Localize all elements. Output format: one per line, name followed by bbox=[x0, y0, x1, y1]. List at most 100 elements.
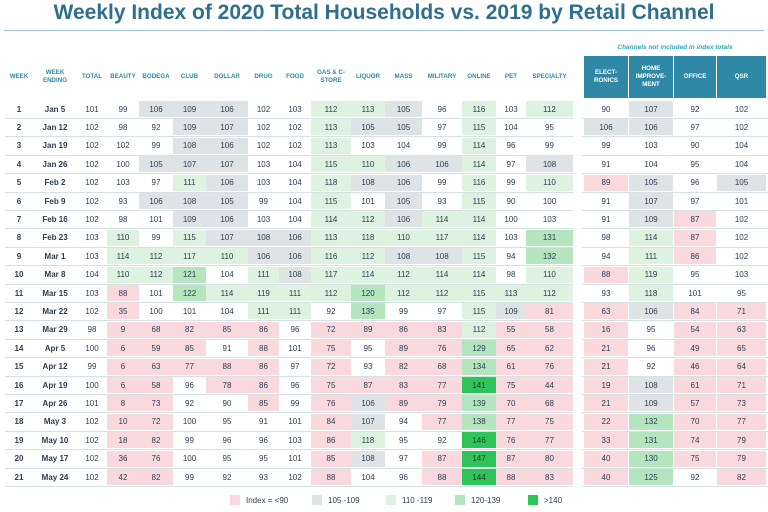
week-number: 5 bbox=[16, 178, 22, 188]
row-divider bbox=[582, 191, 768, 193]
index-cell: 61 bbox=[496, 358, 526, 375]
index-cell: 87 bbox=[422, 450, 462, 467]
index-cell: 65 bbox=[496, 340, 526, 357]
excluded-index-cell: 16 bbox=[584, 321, 628, 338]
index-cell: 115 bbox=[173, 229, 206, 246]
index-cell: 93 bbox=[118, 196, 128, 206]
index-cell: 98 bbox=[118, 214, 128, 224]
index-cell: 72 bbox=[139, 413, 173, 430]
index-cell: 102 bbox=[85, 214, 99, 224]
index-cell: 81 bbox=[526, 303, 573, 320]
index-cell: 106 bbox=[139, 193, 173, 209]
week-number: 19 bbox=[14, 435, 24, 445]
excluded-index-cell: 21 bbox=[584, 358, 628, 375]
row-divider bbox=[582, 338, 768, 340]
index-cell: 106 bbox=[139, 101, 173, 117]
excluded-index-cell: 118 bbox=[629, 285, 673, 301]
row-divider bbox=[5, 154, 573, 156]
excluded-index-cell: 106 bbox=[629, 303, 673, 320]
index-cell: 119 bbox=[248, 285, 279, 301]
excluded-index-cell: 99 bbox=[601, 141, 611, 151]
week-ending-date: Apr 19 bbox=[42, 380, 68, 390]
excluded-index-cell: 75 bbox=[674, 450, 716, 467]
excluded-index-cell: 130 bbox=[629, 450, 673, 467]
index-cell: 114 bbox=[351, 266, 385, 283]
excluded-index-cell: 79 bbox=[717, 450, 766, 467]
index-cell: 103 bbox=[361, 141, 375, 151]
index-cell: 95 bbox=[222, 417, 232, 427]
index-cell: 72 bbox=[311, 321, 351, 338]
index-cell: 106 bbox=[279, 229, 311, 246]
index-cell: 101 bbox=[182, 306, 197, 316]
excluded-index-cell: 92 bbox=[690, 472, 700, 482]
index-cell: 96 bbox=[259, 435, 268, 445]
index-cell: 117 bbox=[311, 266, 351, 283]
index-cell: 84 bbox=[311, 413, 351, 430]
index-cell: 106 bbox=[385, 174, 422, 191]
index-cell: 96 bbox=[290, 380, 300, 390]
index-cell: 88 bbox=[496, 469, 526, 485]
excluded-index-cell: 77 bbox=[717, 413, 766, 430]
excluded-index-cell: 90 bbox=[690, 141, 700, 151]
week-number: 20 bbox=[14, 454, 24, 464]
week-ending-date: Feb 9 bbox=[44, 196, 66, 206]
index-cell: 100 bbox=[182, 454, 197, 464]
excluded-index-cell: 91 bbox=[601, 214, 611, 224]
row-divider bbox=[582, 357, 768, 359]
index-cell: 114 bbox=[422, 266, 462, 283]
index-cell: 102 bbox=[85, 141, 99, 151]
week-ending-date: May 17 bbox=[41, 454, 69, 464]
index-cell: 108 bbox=[351, 450, 385, 467]
row-divider bbox=[5, 173, 573, 175]
row-divider bbox=[5, 375, 573, 377]
index-cell: 95 bbox=[259, 454, 268, 464]
index-cell: 118 bbox=[311, 174, 351, 191]
index-cell: 105 bbox=[385, 101, 422, 117]
excluded-index-cell: 90 bbox=[601, 104, 611, 114]
page-title: Weekly Index of 2020 Total Households vs… bbox=[53, 1, 715, 24]
index-cell: 144 bbox=[462, 469, 496, 485]
index-cell: 102 bbox=[85, 159, 99, 169]
index-cell: 77 bbox=[173, 358, 206, 375]
row-divider bbox=[5, 449, 573, 451]
row-divider bbox=[5, 118, 573, 119]
index-cell: 86 bbox=[385, 321, 422, 338]
index-cell: 99 bbox=[399, 306, 408, 316]
index-cell: 100 bbox=[182, 417, 197, 427]
index-cell: 120 bbox=[351, 285, 385, 301]
index-cell: 106 bbox=[206, 174, 248, 191]
index-cell: 9 bbox=[107, 321, 139, 338]
index-cell: 6 bbox=[107, 377, 139, 393]
excluded-index-cell: 105 bbox=[717, 174, 766, 191]
excluded-index-cell: 40 bbox=[584, 450, 628, 467]
week-number: 10 bbox=[14, 270, 24, 280]
index-cell: 88 bbox=[206, 358, 248, 375]
index-cell: 101 bbox=[361, 196, 375, 206]
index-cell: 68 bbox=[139, 321, 173, 338]
index-cell: 99 bbox=[87, 362, 97, 372]
excluded-index-cell: 21 bbox=[584, 340, 628, 357]
index-cell: 116 bbox=[462, 174, 496, 191]
index-cell: 114 bbox=[462, 211, 496, 228]
index-cell: 100 bbox=[504, 214, 518, 224]
row-divider bbox=[5, 394, 573, 395]
week-ending-date: May 10 bbox=[41, 435, 69, 445]
index-cell: 108 bbox=[351, 174, 385, 191]
index-cell: 75 bbox=[496, 377, 526, 393]
index-cell: 98 bbox=[506, 270, 516, 280]
excluded-index-cell: 96 bbox=[690, 178, 700, 188]
index-cell: 102 bbox=[256, 141, 271, 151]
index-cell: 110 bbox=[107, 266, 139, 283]
index-cell: 101 bbox=[85, 398, 99, 408]
week-ending-date: Mar 22 bbox=[42, 306, 68, 316]
index-cell: 104 bbox=[361, 472, 375, 482]
index-cell: 82 bbox=[139, 469, 173, 485]
row-divider bbox=[5, 486, 573, 487]
index-cell: 110 bbox=[351, 156, 385, 173]
week-ending-date: Mar 29 bbox=[42, 325, 68, 335]
index-cell: 85 bbox=[311, 450, 351, 467]
index-cell: 103 bbox=[504, 233, 518, 243]
index-cell: 110 bbox=[206, 248, 248, 265]
index-cell: 114 bbox=[311, 211, 351, 228]
index-cell: 135 bbox=[351, 303, 385, 320]
